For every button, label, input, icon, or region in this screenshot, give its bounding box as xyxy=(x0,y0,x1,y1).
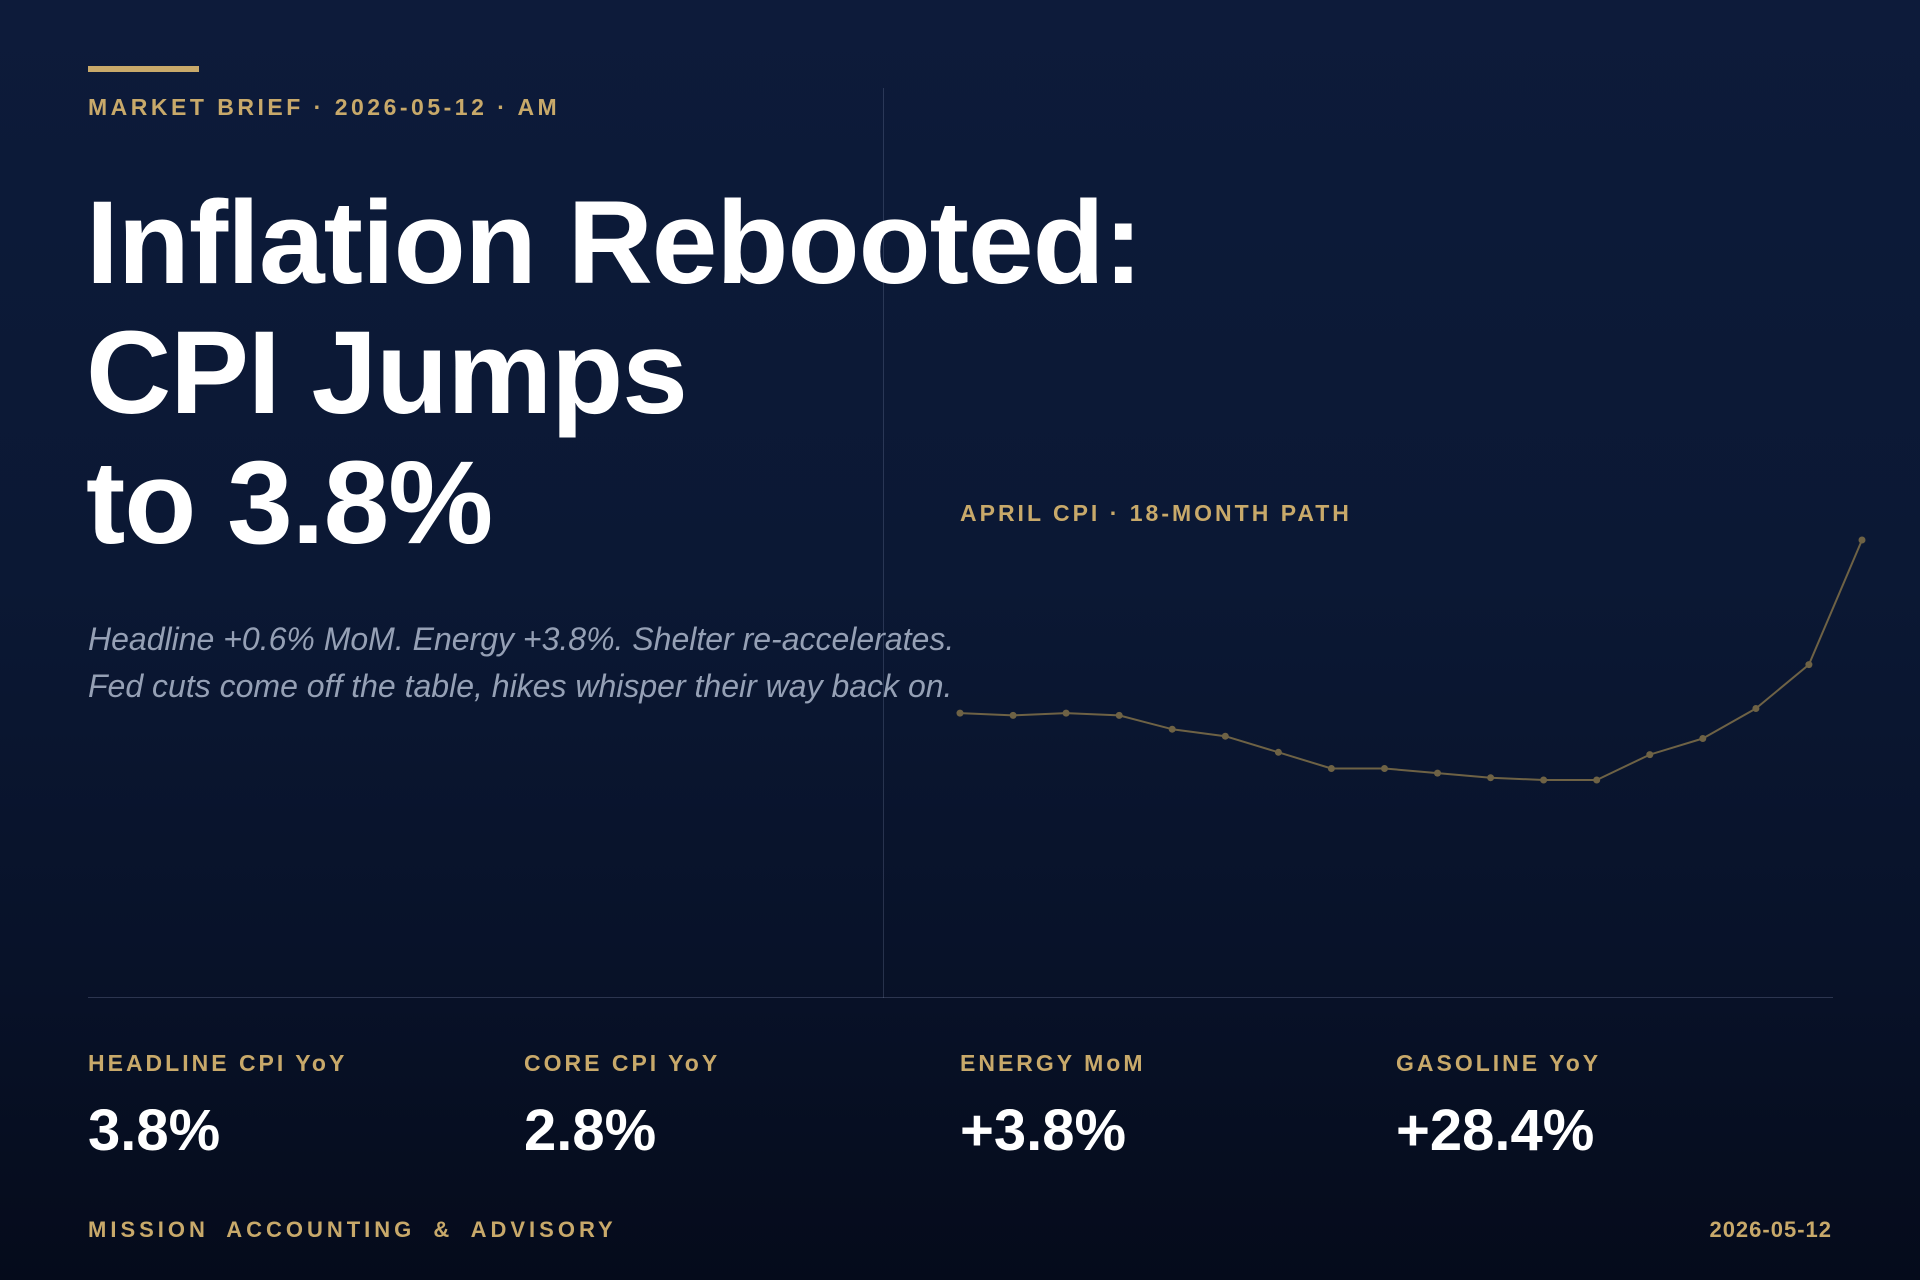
cpi-data-point xyxy=(1487,774,1495,782)
cpi-data-point xyxy=(1434,769,1441,777)
cpi-data-point xyxy=(1168,725,1176,733)
cpi-data-point xyxy=(1381,765,1388,772)
headline: Inflation Rebooted: CPI Jumps to 3.8% xyxy=(86,177,1143,569)
cpi-line-chart xyxy=(956,536,1866,784)
cpi-data-point xyxy=(1752,705,1760,712)
stat-gasoline-yoy: GASOLINE YoY +28.4% xyxy=(1396,1050,1601,1164)
cpi-data-point xyxy=(1221,732,1229,740)
vertical-divider xyxy=(883,88,884,998)
headline-line-3: to 3.8% xyxy=(86,437,493,569)
cpi-data-point xyxy=(1593,776,1601,784)
stat-value: 3.8% xyxy=(88,1098,221,1163)
cpi-data-point xyxy=(1009,711,1017,719)
cpi-data-point xyxy=(1805,661,1813,669)
headline-line-1: Inflation Rebooted: xyxy=(86,177,1143,309)
cpi-data-point xyxy=(1115,711,1123,719)
stat-headline-cpi: HEADLINE CPI YoY 3.8% xyxy=(88,1050,347,1164)
stat-value: +3.8% xyxy=(960,1098,1127,1163)
horizontal-divider xyxy=(88,997,1833,998)
headline-line-2: CPI Jumps xyxy=(86,307,688,439)
cpi-data-point xyxy=(1062,709,1070,717)
dek-line-1: Headline +0.6% MoM. Energy +3.8%. Shelte… xyxy=(88,621,955,657)
stat-label: CORE CPI YoY xyxy=(524,1050,721,1076)
kicker: MARKET BRIEF · 2026-05-12 · AM xyxy=(88,94,561,120)
stat-label: HEADLINE CPI YoY xyxy=(88,1050,348,1076)
stat-energy-mom: ENERGY MoM +3.8% xyxy=(960,1050,1145,1164)
stat-label: GASOLINE YoY xyxy=(1396,1050,1602,1076)
firm-name: MISSION ACCOUNTING & ADVISORY xyxy=(88,1217,617,1242)
stat-value: +28.4% xyxy=(1396,1098,1595,1163)
dek-line-2: Fed cuts come off the table, hikes whisp… xyxy=(88,668,953,704)
chart-title: APRIL CPI · 18-MONTH PATH xyxy=(960,500,1352,526)
stat-core-cpi: CORE CPI YoY 2.8% xyxy=(524,1050,720,1164)
cpi-data-point xyxy=(1699,735,1707,742)
cpi-data-point xyxy=(956,709,964,717)
cpi-data-point xyxy=(1327,765,1335,772)
stat-value: 2.8% xyxy=(524,1098,657,1163)
cpi-data-point xyxy=(1858,536,1866,544)
footer-date: 2026-05-12 xyxy=(1709,1217,1832,1242)
accent-bar xyxy=(88,66,199,72)
stat-label: ENERGY MoM xyxy=(960,1050,1146,1076)
cpi-data-point xyxy=(1646,751,1654,759)
cpi-data-point xyxy=(1540,776,1548,784)
cpi-data-point xyxy=(1274,748,1282,756)
cpi-series-line xyxy=(959,539,1863,781)
dek: Headline +0.6% MoM. Energy +3.8%. Shelte… xyxy=(88,616,954,710)
